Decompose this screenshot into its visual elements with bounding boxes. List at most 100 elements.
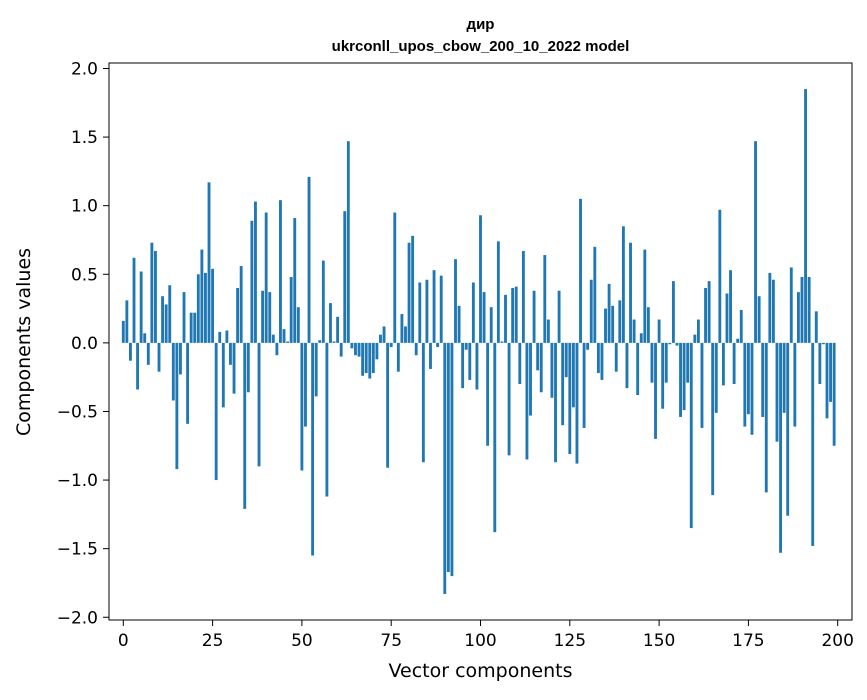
bar bbox=[193, 312, 197, 343]
bar bbox=[632, 319, 636, 343]
bar bbox=[236, 288, 240, 343]
bar bbox=[568, 342, 572, 454]
bar bbox=[221, 342, 225, 408]
bar bbox=[821, 342, 825, 345]
bar bbox=[621, 226, 625, 343]
bar bbox=[468, 342, 472, 380]
bar bbox=[154, 250, 157, 343]
bar bbox=[186, 342, 190, 424]
bar bbox=[196, 274, 200, 343]
bar bbox=[489, 307, 493, 343]
bar bbox=[782, 342, 786, 413]
bar bbox=[332, 341, 336, 343]
bar bbox=[268, 292, 272, 343]
bar bbox=[157, 342, 161, 372]
bar bbox=[711, 342, 715, 496]
bar bbox=[336, 316, 340, 343]
bar bbox=[171, 342, 175, 401]
bar bbox=[464, 342, 468, 350]
bar bbox=[639, 333, 643, 343]
y-tick-label: −2.0 bbox=[57, 608, 98, 628]
bar bbox=[700, 342, 704, 428]
bar bbox=[364, 342, 368, 374]
bar bbox=[518, 342, 522, 385]
bar bbox=[471, 282, 475, 343]
bar bbox=[514, 286, 518, 343]
bar bbox=[218, 331, 222, 343]
bar bbox=[168, 285, 172, 343]
y-tick-label: 0.0 bbox=[71, 334, 98, 354]
x-axis-ticks: 0 25 50 75 100 125 150 175 200 bbox=[118, 620, 854, 651]
bar bbox=[261, 290, 265, 343]
bar bbox=[393, 212, 397, 343]
bar bbox=[325, 342, 329, 497]
bar bbox=[175, 342, 179, 470]
bar bbox=[657, 319, 661, 343]
bar bbox=[182, 292, 186, 343]
bar bbox=[121, 320, 125, 343]
bar bbox=[714, 342, 718, 413]
bar bbox=[532, 290, 536, 343]
bar bbox=[811, 342, 815, 546]
bar bbox=[346, 141, 350, 343]
bar bbox=[796, 292, 800, 343]
x-tick-label: 25 bbox=[202, 631, 224, 651]
bar bbox=[304, 342, 307, 427]
bar bbox=[293, 218, 297, 343]
bar bbox=[504, 294, 507, 343]
bar bbox=[671, 281, 675, 343]
bar bbox=[407, 242, 411, 343]
bar bbox=[768, 272, 772, 343]
bar bbox=[314, 342, 318, 397]
y-tick-label: −1.0 bbox=[57, 471, 98, 491]
bar bbox=[675, 342, 679, 346]
bar bbox=[164, 304, 168, 343]
bar bbox=[296, 307, 300, 343]
y-tick-label: −1.5 bbox=[57, 540, 98, 560]
bar bbox=[825, 342, 829, 419]
x-tick-label: 200 bbox=[821, 631, 853, 651]
bar bbox=[446, 342, 450, 572]
bar bbox=[814, 311, 818, 343]
bar bbox=[400, 314, 404, 343]
bar bbox=[475, 342, 479, 390]
bar bbox=[207, 182, 211, 343]
y-axis-label: Components values bbox=[13, 248, 35, 436]
x-tick-label: 0 bbox=[118, 631, 129, 651]
bar bbox=[139, 271, 143, 343]
bar bbox=[246, 342, 250, 393]
y-tick-label: 1.0 bbox=[71, 197, 98, 217]
bar bbox=[318, 340, 322, 343]
bar bbox=[718, 209, 722, 343]
bar bbox=[350, 342, 354, 349]
bar bbox=[564, 342, 568, 378]
x-axis-label: Vector components bbox=[389, 660, 573, 682]
bar bbox=[375, 342, 379, 360]
bar bbox=[282, 329, 286, 343]
bar bbox=[661, 342, 665, 409]
bar bbox=[779, 342, 782, 553]
bar bbox=[357, 342, 361, 357]
bar bbox=[804, 89, 807, 343]
bar bbox=[800, 277, 804, 343]
bar bbox=[311, 342, 315, 556]
bar bbox=[704, 288, 707, 343]
bar bbox=[321, 260, 325, 343]
bar bbox=[450, 342, 454, 577]
bar bbox=[229, 342, 232, 365]
bar bbox=[832, 342, 836, 446]
bar bbox=[482, 292, 486, 343]
bar bbox=[271, 334, 275, 343]
bar bbox=[793, 342, 797, 427]
bar bbox=[211, 268, 215, 343]
bar bbox=[150, 242, 154, 343]
bar bbox=[650, 342, 654, 383]
bar bbox=[729, 270, 732, 343]
bar bbox=[579, 198, 582, 343]
bar bbox=[739, 309, 743, 343]
bar bbox=[239, 266, 243, 343]
bar bbox=[571, 342, 575, 408]
bar bbox=[329, 303, 332, 343]
bar bbox=[479, 215, 482, 343]
